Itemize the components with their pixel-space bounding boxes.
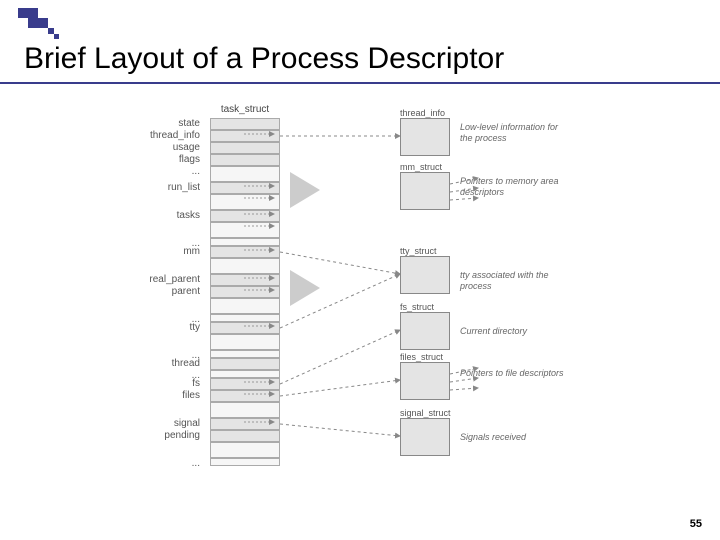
field-label: fs [120, 378, 200, 389]
target-box-signal_struct [400, 418, 450, 456]
target-desc-files_struct: Pointers to file descriptors [460, 368, 570, 379]
field-label: usage [120, 142, 200, 153]
struct-row [210, 182, 280, 194]
field-label: signal [120, 418, 200, 429]
struct-row [210, 442, 280, 458]
field-label: thread_info [120, 130, 200, 141]
struct-row [210, 142, 280, 154]
target-desc-thread_info: Low-level information for the process [460, 122, 570, 144]
page-title: Brief Layout of a Process Descriptor [24, 42, 504, 76]
connector-lines [0, 100, 720, 520]
target-desc-signal_struct: Signals received [460, 432, 570, 443]
field-label: tty [120, 322, 200, 333]
big-arrow-icon [290, 270, 320, 306]
field-label: tasks [120, 210, 200, 221]
struct-row [210, 154, 280, 166]
page-number: 55 [690, 518, 702, 530]
struct-row [210, 378, 280, 390]
target-header-tty_struct: tty_struct [400, 246, 437, 256]
field-label: ... [120, 458, 200, 469]
field-label: run_list [120, 182, 200, 193]
struct-row [210, 370, 280, 378]
struct-row [210, 130, 280, 142]
struct-row [210, 358, 280, 370]
struct-row [210, 286, 280, 298]
target-desc-fs_struct: Current directory [460, 326, 570, 337]
struct-row [210, 118, 280, 130]
target-box-fs_struct [400, 312, 450, 350]
struct-row [210, 246, 280, 258]
struct-row [210, 238, 280, 246]
struct-row [210, 458, 280, 466]
struct-row [210, 298, 280, 314]
field-label: thread [120, 358, 200, 369]
struct-row [210, 274, 280, 286]
target-desc-mm_struct: Pointers to memory area descriptors [460, 176, 570, 198]
field-label: pending [120, 430, 200, 441]
struct-row [210, 430, 280, 442]
big-arrow-icon [290, 172, 320, 208]
target-header-fs_struct: fs_struct [400, 302, 434, 312]
struct-row [210, 402, 280, 418]
struct-row [210, 418, 280, 430]
field-label: mm [120, 246, 200, 257]
target-header-files_struct: files_struct [400, 352, 443, 362]
struct-row [210, 222, 280, 238]
struct-header: task_struct [210, 104, 280, 115]
struct-row [210, 322, 280, 334]
struct-row [210, 258, 280, 274]
field-label: flags [120, 154, 200, 165]
struct-row [210, 390, 280, 402]
struct-row [210, 194, 280, 210]
struct-row [210, 350, 280, 358]
field-label: ... [120, 166, 200, 177]
target-box-mm_struct [400, 172, 450, 210]
field-label: state [120, 118, 200, 129]
target-header-signal_struct: signal_struct [400, 408, 451, 418]
struct-row [210, 314, 280, 322]
struct-row [210, 210, 280, 222]
target-desc-tty_struct: tty associated with the process [460, 270, 570, 292]
title-underline [0, 82, 720, 84]
target-header-mm_struct: mm_struct [400, 162, 442, 172]
struct-row [210, 166, 280, 182]
target-box-tty_struct [400, 256, 450, 294]
target-header-thread_info: thread_info [400, 108, 445, 118]
field-label: files [120, 390, 200, 401]
target-box-files_struct [400, 362, 450, 400]
field-label: parent [120, 286, 200, 297]
field-label: real_parent [120, 274, 200, 285]
target-box-thread_info [400, 118, 450, 156]
struct-row [210, 334, 280, 350]
diagram: task_struct statethread_infousageflags..… [0, 100, 720, 520]
